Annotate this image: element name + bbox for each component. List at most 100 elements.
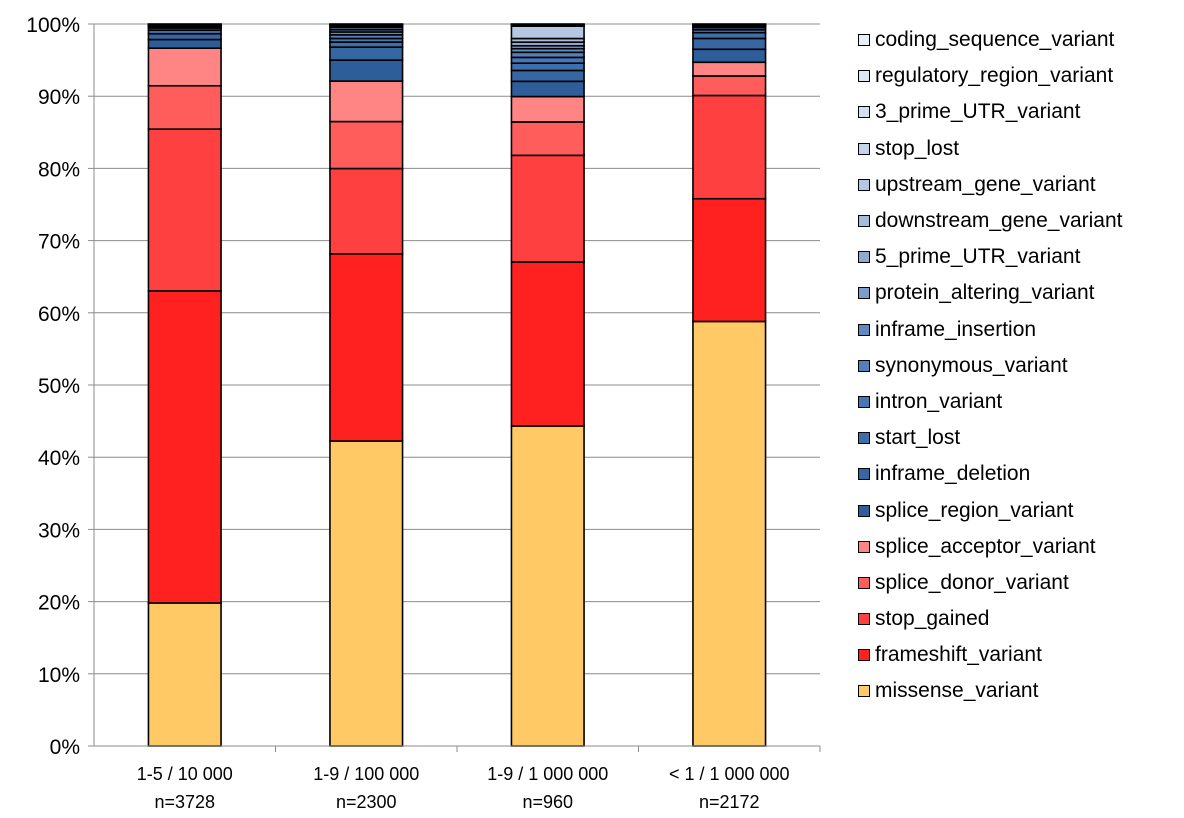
x-category-count: n=960	[522, 792, 573, 812]
legend-label: 3_prime_UTR_variant	[875, 100, 1081, 124]
bar-segment-frameshift-variant	[147, 290, 222, 604]
legend-swatch	[858, 576, 870, 589]
bar-segment-stop-lost	[329, 23, 404, 26]
legend-label: downstream_gene_variant	[875, 209, 1123, 233]
legend-label: frameshift_variant	[875, 643, 1042, 667]
legend-item: frameshift_variant	[858, 637, 1123, 673]
legend-item: splice_acceptor_variant	[858, 529, 1123, 565]
legend-label: splice_region_variant	[875, 498, 1074, 522]
bar-segment-stop-gained	[147, 128, 222, 292]
legend-swatch	[858, 359, 870, 372]
legend-swatch	[858, 685, 870, 698]
bar-segment-frameshift-variant	[510, 261, 585, 427]
bar-segment-splice-region-variant	[510, 80, 585, 98]
legend-swatch	[858, 215, 870, 228]
legend-label: splice_donor_variant	[875, 570, 1069, 594]
bar-segment-stop-gained	[329, 167, 404, 255]
legend-swatch	[858, 142, 870, 155]
x-category-count: n=2172	[699, 792, 760, 812]
legend-swatch	[858, 649, 870, 662]
bar-segment-missense-variant	[147, 602, 222, 747]
legend-label: splice_acceptor_variant	[875, 534, 1096, 558]
legend-item: inframe_insertion	[858, 312, 1123, 348]
legend-item: regulatory_region_variant	[858, 58, 1123, 94]
legend-item: splice_donor_variant	[858, 565, 1123, 601]
legend-item: stop_gained	[858, 601, 1123, 637]
bar-segment-3-prime-UTR-variant	[510, 23, 585, 26]
legend-swatch	[858, 504, 870, 517]
legend-label: inframe_insertion	[875, 317, 1037, 341]
y-tick-label: 0%	[50, 736, 80, 759]
legend-label: stop_lost	[875, 136, 960, 160]
legend-item: 3_prime_UTR_variant	[858, 94, 1123, 130]
bars	[147, 23, 767, 747]
legend-label: synonymous_variant	[875, 353, 1068, 377]
bar-segment-intron-variant	[510, 56, 585, 64]
y-tick-label: 20%	[38, 592, 80, 615]
legend-swatch	[858, 395, 870, 408]
legend-label: 5_prime_UTR_variant	[875, 245, 1081, 269]
legend-swatch	[858, 432, 870, 445]
legend-label: missense_variant	[875, 679, 1039, 703]
bar-segment-stop-gained	[692, 94, 767, 200]
x-category-label: 1-9 / 1 000 000	[487, 764, 608, 784]
legend-swatch	[858, 613, 870, 626]
bar-segment-splice-donor-variant	[147, 84, 222, 130]
bar-segment-inframe-deletion	[147, 32, 222, 41]
legend-label: inframe_deletion	[875, 462, 1031, 486]
y-tick-label: 30%	[38, 519, 80, 542]
legend-item: synonymous_variant	[858, 348, 1123, 384]
bar-segment-start-lost	[510, 62, 585, 72]
bar-segment-splice-region-variant	[692, 48, 767, 64]
legend-item: upstream_gene_variant	[858, 167, 1123, 203]
bar-segment-inframe-deletion	[510, 69, 585, 83]
axes	[88, 23, 821, 752]
y-tick-label: 50%	[38, 375, 80, 398]
legend-label: regulatory_region_variant	[875, 64, 1114, 88]
bar-segment-splice-donor-variant	[510, 121, 585, 157]
x-category-label: 1-5 / 10 000	[137, 764, 233, 784]
bar-segment-frameshift-variant	[692, 197, 767, 323]
legend-item: stop_lost	[858, 131, 1123, 167]
y-tick-label: 40%	[38, 447, 80, 470]
x-axis-category-labels: 1-5 / 10 000 n=3728 1-9 / 100 000 n=2300 1-9…	[137, 764, 790, 812]
legend-label: intron_variant	[875, 389, 1003, 413]
legend-label: protein_altering_variant	[875, 281, 1095, 305]
y-tick-label: 80%	[38, 158, 80, 181]
legend-swatch	[858, 251, 870, 264]
legend-label: start_lost	[875, 426, 961, 450]
legend-swatch	[858, 34, 870, 47]
legend-item: coding_sequence_variant	[858, 22, 1123, 58]
bar-segment-missense-variant	[329, 440, 404, 747]
bar-segment-upstream-gene-variant	[510, 25, 585, 40]
bar-segment-stop-gained	[510, 154, 585, 263]
bar-segment-missense-variant	[510, 425, 585, 747]
legend-swatch	[858, 287, 870, 300]
legend-swatch	[858, 468, 870, 481]
legend-swatch	[858, 323, 870, 336]
y-tick-label: 90%	[38, 86, 80, 109]
legend-swatch	[858, 106, 870, 119]
bar-segment-splice-region-variant	[147, 38, 222, 49]
bar-segment-missense-variant	[692, 320, 767, 747]
legend-item: missense_variant	[858, 673, 1123, 709]
legend-label: upstream_gene_variant	[875, 172, 1096, 196]
legend-label: coding_sequence_variant	[875, 28, 1115, 52]
x-category-label: 1-9 / 100 000	[313, 764, 419, 784]
legend-item: 5_prime_UTR_variant	[858, 239, 1123, 275]
bar-segment-splice-region-variant	[329, 59, 404, 82]
y-tick-label: 100%	[26, 14, 80, 37]
bar-segment-frameshift-variant	[329, 253, 404, 442]
bar-segment-splice-donor-variant	[692, 75, 767, 97]
legend: coding_sequence_variant regulatory_region…	[858, 22, 1123, 710]
legend-item: inframe_deletion	[858, 456, 1123, 492]
legend-item: downstream_gene_variant	[858, 203, 1123, 239]
legend-label: stop_gained	[875, 607, 990, 631]
legend-item: start_lost	[858, 420, 1123, 456]
x-category-count: n=3728	[154, 792, 215, 812]
bar-segment-splice-acceptor-variant	[692, 61, 767, 77]
bar-segment-start-lost	[692, 31, 767, 40]
legend-swatch	[858, 70, 870, 83]
bar-segment-inframe-deletion	[329, 46, 404, 61]
y-axis-tick-labels: 0% 10% 20% 30% 40% 50% 60% 70% 80% 90% 100%	[26, 14, 80, 759]
